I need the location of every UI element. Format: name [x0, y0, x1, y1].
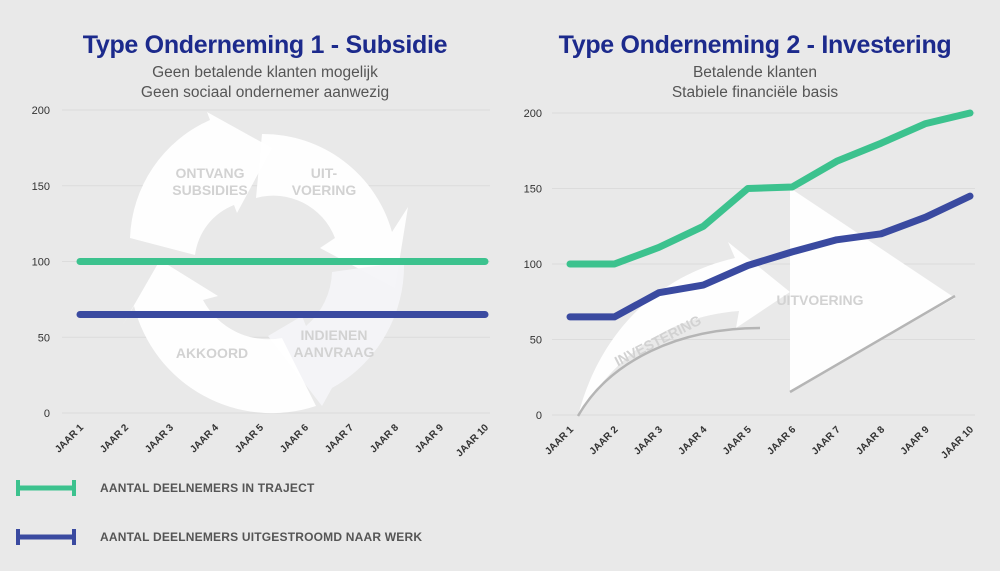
illustration-label: AANVRAAG	[294, 344, 375, 360]
x-tick-label: JAAR 10	[939, 424, 976, 461]
x-tick-label: JAAR 1	[543, 424, 576, 457]
illustration-label: UITVOERING	[776, 292, 863, 308]
y-tick-label: 100	[524, 259, 542, 271]
x-tick-label: JAAR 4	[677, 424, 710, 457]
y-tick-label: 200	[524, 108, 542, 120]
chart2-subtitle-2: Stabiele financiële basis	[671, 84, 839, 101]
illustration-label: SUBSIDIES	[172, 182, 247, 198]
illustration-label: INDIENEN	[301, 327, 368, 343]
x-tick-label: JAAR 2	[588, 424, 621, 457]
investment-arrow	[578, 242, 790, 416]
chart1-subtitle-2: Geen sociaal ondernemer aanwezig	[140, 84, 390, 101]
cycle-arrow-top	[130, 112, 272, 255]
y-tick-label: 50	[530, 335, 542, 347]
y-tick-label: 100	[32, 257, 50, 269]
legend-label-1: AANTAL DEELNEMERS IN TRAJECT	[100, 481, 315, 495]
y-tick-label: 150	[524, 184, 542, 196]
legend-item-1: AANTAL DEELNEMERS IN TRAJECT	[14, 478, 315, 498]
x-tick-label: JAAR 9	[899, 424, 932, 457]
x-tick-label: JAAR 3	[632, 424, 665, 457]
chart2-subtitle-1: Betalende klanten	[692, 64, 818, 81]
y-tick-label: 0	[44, 408, 50, 420]
y-tick-label: 50	[38, 332, 50, 344]
x-tick-label: JAAR 6	[765, 424, 798, 457]
chart1-title: Type Onderneming 1 - Subsidie	[82, 31, 448, 59]
illustration-label: ONTVANG	[176, 165, 245, 181]
chart1-subtitle-1: Geen betalende klanten mogelijk	[152, 64, 378, 81]
series-line-1	[566, 109, 974, 268]
illustration-label: VOERING	[292, 182, 357, 198]
legend-swatch-1	[16, 480, 76, 496]
cycle-arrow-left	[122, 260, 316, 414]
illustration-label: AKKOORD	[176, 345, 248, 361]
x-tick-label: JAAR 5	[721, 424, 754, 457]
illustration-label: UIT-	[311, 165, 338, 181]
legend-item-2: AANTAL DEELNEMERS UITGESTROOMD NAAR WERK	[14, 527, 422, 547]
x-tick-label: JAAR 8	[854, 424, 887, 457]
y-tick-label: 0	[536, 410, 542, 422]
cycle-illustration	[122, 112, 408, 414]
cycle-arrow-right	[256, 133, 408, 288]
execution-line	[789, 294, 956, 394]
cycle-arrow-bottom-right	[268, 262, 405, 406]
y-tick-label: 150	[32, 181, 50, 193]
chart2-title: Type Onderneming 2 - Investering	[558, 31, 952, 59]
y-tick-label: 200	[32, 105, 50, 117]
series-line-2	[566, 192, 974, 321]
x-tick-label: JAAR 7	[810, 424, 843, 457]
legend-swatch-2	[16, 529, 76, 545]
growth-curve	[576, 326, 761, 417]
legend-label-2: AANTAL DEELNEMERS UITGESTROOMD NAAR WERK	[100, 530, 423, 544]
